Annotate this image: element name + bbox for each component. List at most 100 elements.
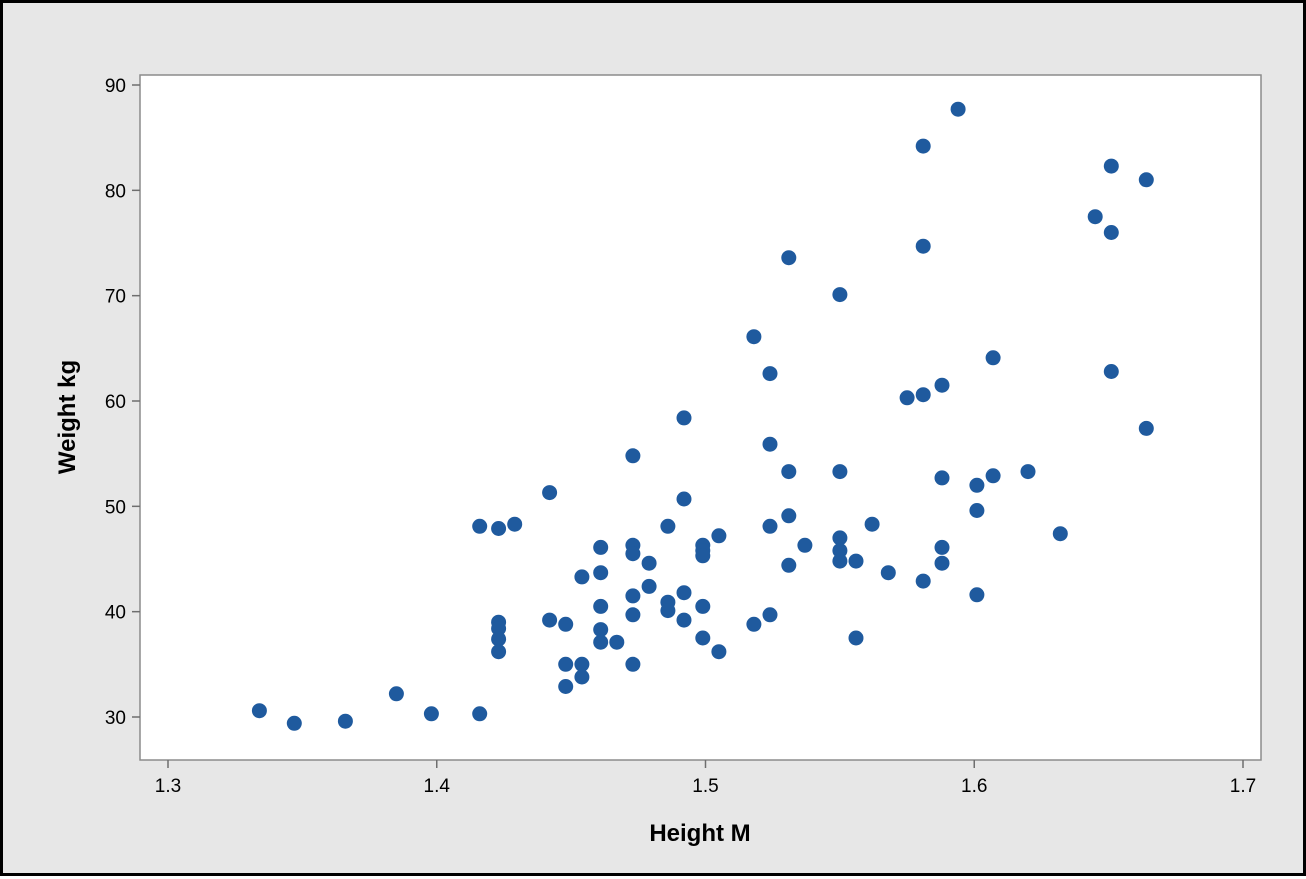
data-point [1103, 158, 1119, 174]
data-point [711, 528, 727, 544]
y-tick-label: 90 [105, 76, 126, 97]
y-tick-label: 30 [105, 708, 126, 729]
data-point [969, 503, 985, 518]
x-tick-label: 1.6 [961, 776, 987, 797]
data-point [934, 539, 950, 555]
data-point [781, 557, 797, 573]
data-point [864, 516, 880, 532]
data-point [934, 470, 950, 486]
data-point [832, 464, 848, 480]
data-point [915, 138, 931, 154]
plot-area [139, 74, 1262, 761]
data-point [337, 713, 353, 729]
data-point [762, 366, 778, 382]
data-point [950, 101, 966, 117]
data-point [985, 350, 1001, 366]
data-point [491, 631, 507, 647]
data-point [711, 644, 727, 660]
data-point [746, 616, 762, 632]
data-point [472, 706, 488, 722]
data-point [625, 607, 641, 623]
data-point [676, 410, 692, 426]
data-point [423, 706, 439, 722]
axes: 1.3 1.4 1.5 1.6 1.7 30 40 50 60 70 80 90 [105, 76, 1256, 797]
y-tick-label: 50 [105, 497, 126, 518]
data-point [625, 656, 641, 672]
y-tick-label: 60 [105, 392, 126, 413]
data-point [848, 553, 864, 569]
data-point [676, 491, 692, 507]
data-point [1020, 464, 1036, 480]
data-point [558, 679, 574, 694]
data-point [832, 287, 848, 303]
data-point [558, 656, 574, 672]
data-point [762, 607, 778, 623]
data-point [574, 669, 590, 685]
data-points [251, 101, 1154, 731]
y-tick-label: 70 [105, 287, 126, 308]
data-point [676, 612, 692, 628]
data-point [472, 518, 488, 534]
data-point [762, 436, 778, 452]
data-point [934, 377, 950, 393]
data-point [832, 553, 848, 569]
y-tick-label: 80 [105, 181, 126, 202]
y-tick-label: 40 [105, 603, 126, 624]
scatter-chart: 1.3 1.4 1.5 1.6 1.7 30 40 50 60 70 80 90 Height M W… [54, 74, 1262, 847]
data-point [969, 477, 985, 493]
data-point [695, 598, 711, 614]
data-point [899, 390, 915, 406]
data-point [832, 530, 848, 546]
data-point [695, 630, 711, 646]
data-point [593, 565, 609, 581]
data-point [286, 715, 302, 731]
data-point [491, 521, 507, 536]
x-tick-label: 1.5 [692, 776, 718, 797]
data-point [985, 468, 1001, 484]
data-point [542, 612, 558, 628]
data-point [762, 518, 778, 534]
x-tick-label: 1.7 [1230, 776, 1256, 797]
data-point [660, 518, 676, 534]
data-point [695, 548, 711, 564]
data-point [641, 555, 657, 571]
data-point [1087, 209, 1103, 225]
data-point [934, 555, 950, 571]
data-point [625, 448, 641, 464]
data-point [593, 634, 609, 650]
data-point [609, 634, 625, 650]
data-point [574, 569, 590, 585]
data-point [746, 329, 762, 345]
x-tick-label: 1.4 [424, 776, 451, 797]
data-point [1138, 420, 1154, 436]
data-point [625, 588, 641, 604]
data-point [388, 686, 404, 702]
data-point [593, 622, 609, 638]
data-point [832, 543, 848, 559]
data-point [969, 587, 985, 603]
data-point [1052, 526, 1068, 542]
data-point [1103, 225, 1119, 240]
y-axis-title: Weight kg [54, 360, 81, 474]
data-point [676, 585, 692, 601]
data-point [542, 485, 558, 501]
data-point [641, 578, 657, 594]
data-point [491, 621, 507, 636]
data-point [915, 573, 931, 589]
data-point [491, 644, 507, 660]
data-point [915, 238, 931, 254]
data-point [593, 598, 609, 614]
data-point [781, 250, 797, 266]
x-tick-label: 1.3 [155, 776, 181, 797]
data-point [848, 630, 864, 646]
data-point [660, 603, 676, 619]
data-point [593, 539, 609, 555]
data-point [1138, 172, 1154, 188]
x-axis-title: Height M [649, 820, 750, 847]
data-point [1103, 364, 1119, 379]
data-point [574, 656, 590, 672]
data-point [558, 616, 574, 632]
data-point [781, 464, 797, 480]
data-point [507, 516, 523, 532]
